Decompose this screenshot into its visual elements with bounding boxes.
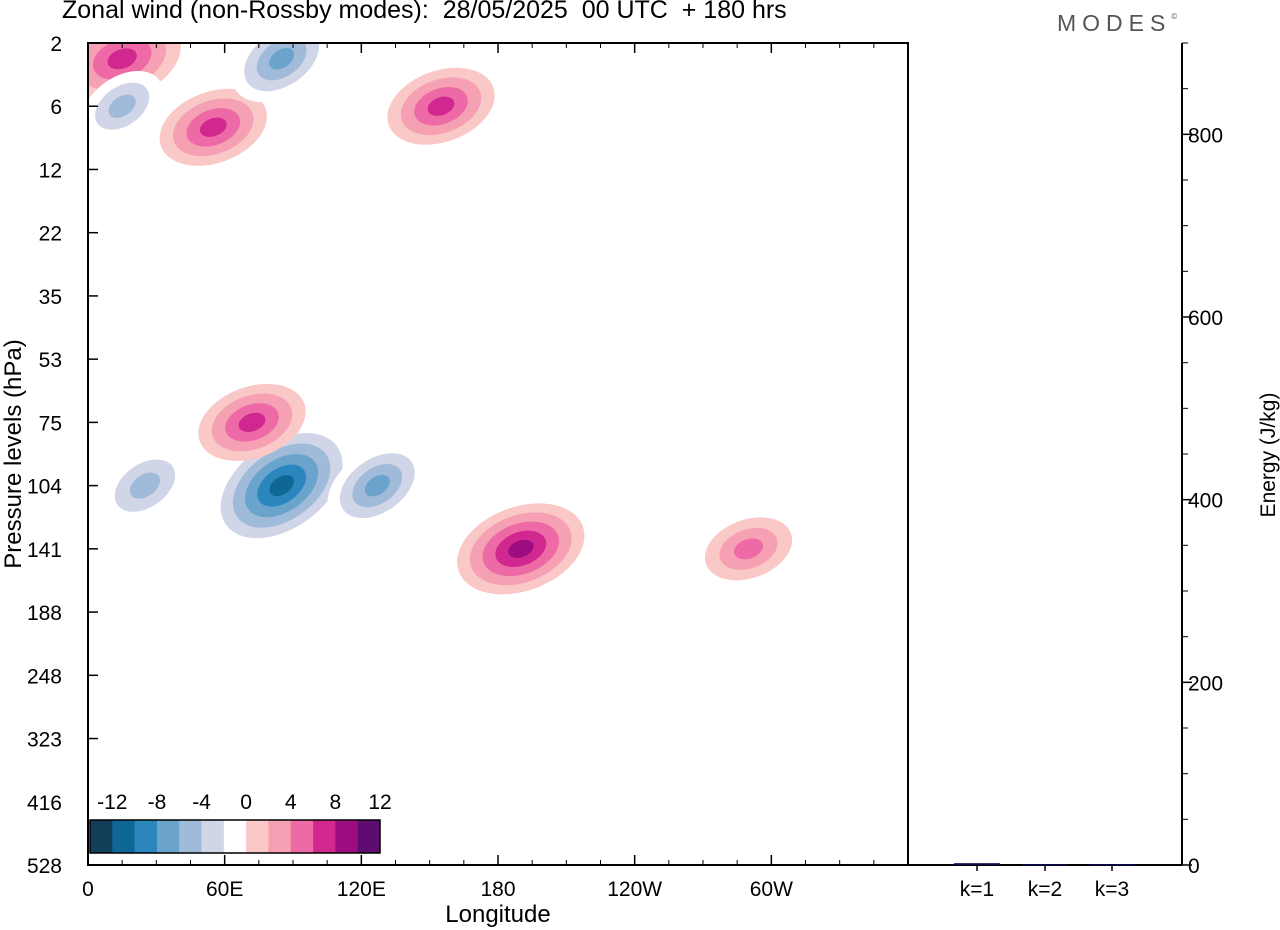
heatmap-contours	[88, 43, 793, 595]
colorbar-swatch	[246, 820, 269, 853]
colorbar-swatch	[90, 820, 113, 853]
colorbar-swatch	[290, 820, 314, 853]
energy-y-tick-label: 200	[1188, 672, 1223, 695]
colorbar-tick-label: 0	[240, 791, 252, 814]
colorbar-tick-label: -4	[192, 791, 211, 814]
colorbar-tick-label: -8	[148, 791, 167, 814]
contour-negative-1-level-8	[364, 474, 390, 497]
contour-positive-5-level-8	[238, 412, 266, 433]
colorbar-swatch	[179, 820, 202, 853]
colorbar-frame	[89, 819, 381, 854]
energy-bar	[1089, 864, 1135, 866]
x-tick-label: 0	[82, 878, 94, 901]
contour-negative-2-level-6	[129, 472, 161, 499]
colorbar-swatch	[268, 820, 292, 853]
x-tick-label: 60E	[206, 878, 243, 901]
y-tick-label: 104	[27, 476, 62, 499]
energy-y-tick-label: 400	[1188, 490, 1223, 513]
y-tick-label: 141	[27, 539, 62, 562]
colorbar-swatch	[201, 820, 225, 853]
colorbar-tick-label: 8	[330, 791, 342, 814]
y-tick-label: 416	[27, 792, 62, 815]
y-tick-label: 323	[27, 729, 62, 752]
y-tick-label: 248	[27, 665, 62, 688]
y-tick-label: 35	[39, 286, 62, 309]
colorbar-swatch	[134, 820, 158, 853]
modes-logo: MODES©	[1057, 10, 1177, 37]
contour-positive-8-level-8	[427, 96, 455, 116]
colorbar-swatch	[357, 820, 381, 853]
energy-y-axis-label: Energy (J/kg)	[1257, 393, 1280, 518]
y-tick-label: 6	[50, 96, 62, 119]
x-tick-label: 60W	[750, 878, 793, 901]
contour-negative-9-level-8	[269, 48, 295, 70]
chart-title: Zonal wind (non-Rossby modes): 28/05/202…	[62, 0, 787, 24]
x-tick-label: 120E	[337, 878, 386, 901]
colorbar: -12 -8 -4 0 4 8 12	[89, 786, 392, 854]
colorbar-swatch	[223, 820, 247, 853]
colorbar-tick-label: -12	[97, 791, 127, 814]
energy-bar-chart: 0 200 400 600 800 Energy (J/kg) k=1 k=2 k=3	[907, 42, 1280, 901]
x-tick-label: 180	[480, 878, 515, 901]
contour-positive-7-level-8	[199, 117, 227, 137]
x-tick-label: 120W	[607, 878, 662, 901]
colorbar-swatch	[112, 820, 135, 853]
x-axis-label: Longitude	[445, 901, 550, 928]
energy-y-tick-label: 600	[1188, 307, 1223, 330]
energy-y-tick-label: 0	[1188, 855, 1200, 878]
energy-x-tick-label: k=1	[960, 878, 994, 901]
logo-text: MODES	[1057, 10, 1172, 36]
contour-positive-3-level-10	[508, 539, 534, 558]
contour-positive-6-level-8	[107, 48, 137, 70]
colorbar-tick-label: 4	[285, 791, 297, 814]
heatmap-axes: 0 60E 120E 180 120W 60W 2 6 12 22 35 53 75 104 141 188 2…	[0, 33, 909, 928]
contour-positive-4-level-6	[733, 538, 764, 560]
logo-mark: ©	[1171, 12, 1178, 21]
contour-negative-0-level-12	[269, 475, 294, 497]
y-tick-label: 12	[39, 159, 62, 182]
y-tick-label: 75	[39, 412, 62, 435]
energy-x-tick-label: k=3	[1095, 878, 1129, 901]
colorbar-swatch	[335, 820, 358, 853]
energy-bar	[954, 863, 1000, 865]
y-tick-label: 2	[50, 33, 62, 56]
colorbar-swatch	[156, 820, 180, 853]
colorbar-label-bg	[89, 786, 381, 818]
energy-x-tick-label: k=2	[1028, 878, 1062, 901]
y-axis-label: Pressure levels (hPa)	[0, 339, 27, 568]
energy-bar	[1022, 864, 1068, 866]
y-tick-label: 53	[39, 349, 62, 372]
y-tick-label: 528	[27, 855, 62, 878]
y-tick-label: 188	[27, 602, 62, 625]
contour-negative-10-level-6	[108, 94, 136, 118]
y-tick-label: 22	[39, 223, 62, 246]
energy-y-tick-label: 800	[1188, 124, 1223, 147]
colorbar-tick-label: 12	[368, 791, 391, 814]
colorbar-swatch	[313, 820, 336, 853]
